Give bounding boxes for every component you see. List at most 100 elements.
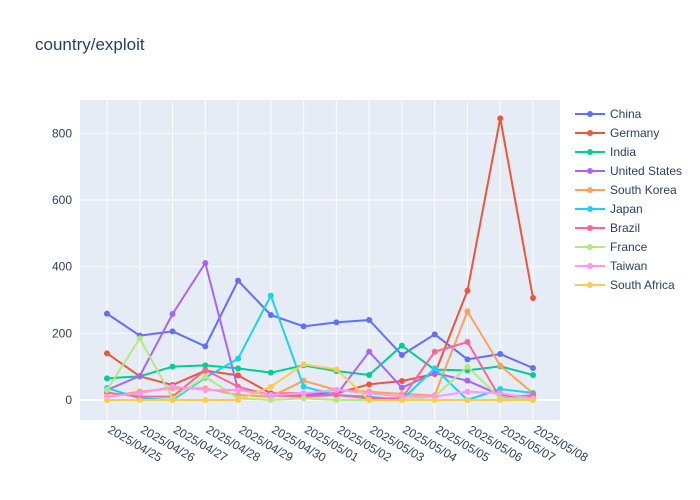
legend-label-japan: Japan (610, 202, 643, 216)
point-taiwan[interactable] (366, 390, 373, 397)
point-brazil[interactable] (431, 348, 438, 355)
point-taiwan[interactable] (464, 388, 471, 395)
point-china[interactable] (104, 310, 110, 317)
point-south-africa[interactable] (464, 397, 471, 403)
legend-item-china[interactable]: China (575, 107, 642, 121)
chart-title: country/exploit (35, 35, 145, 54)
point-south-africa[interactable] (202, 397, 209, 403)
legend-item-japan[interactable]: Japan (575, 202, 643, 216)
point-india[interactable] (235, 365, 242, 372)
point-united-states[interactable] (431, 370, 438, 376)
point-india[interactable] (530, 372, 536, 378)
point-germany[interactable] (366, 381, 373, 388)
point-india[interactable] (267, 369, 274, 376)
point-united-states[interactable] (398, 384, 405, 391)
point-china[interactable] (235, 277, 242, 284)
point-japan[interactable] (497, 386, 504, 392)
point-united-states[interactable] (366, 348, 373, 355)
legend-item-south-korea[interactable]: South Korea (575, 183, 677, 197)
point-india[interactable] (366, 372, 373, 378)
point-taiwan[interactable] (300, 390, 307, 397)
legend-item-taiwan[interactable]: Taiwan (575, 259, 647, 273)
point-france[interactable] (464, 363, 471, 370)
legend-item-germany[interactable]: Germany (575, 126, 659, 140)
series-line-france (106, 337, 533, 401)
point-china[interactable] (398, 352, 405, 358)
point-france[interactable] (333, 397, 340, 403)
point-south-africa[interactable] (333, 366, 340, 373)
point-taiwan[interactable] (267, 392, 274, 398)
point-china[interactable] (267, 312, 274, 318)
point-south-africa[interactable] (398, 397, 405, 403)
series-line-china (106, 279, 534, 369)
point-south-africa[interactable] (169, 397, 176, 403)
point-japan[interactable] (300, 383, 307, 390)
point-china[interactable] (333, 319, 340, 326)
legend-item-united-states[interactable]: United States (575, 164, 682, 178)
point-taiwan[interactable] (202, 387, 209, 393)
point-south-africa[interactable] (497, 397, 504, 403)
point-taiwan[interactable] (333, 387, 340, 393)
point-germany[interactable] (398, 378, 405, 384)
point-china[interactable] (169, 328, 176, 335)
point-china[interactable] (300, 323, 307, 330)
point-south-korea[interactable] (464, 308, 471, 315)
point-taiwan[interactable] (235, 387, 242, 393)
point-india[interactable] (169, 363, 176, 370)
point-south-africa[interactable] (366, 397, 373, 403)
legend-marker-germany (587, 130, 593, 136)
point-south-africa[interactable] (431, 397, 438, 403)
point-china[interactable] (497, 351, 504, 357)
point-india[interactable] (398, 342, 405, 349)
point-south-africa[interactable] (530, 397, 536, 403)
point-france[interactable] (104, 387, 110, 393)
legend-item-south-africa[interactable]: South Africa (575, 278, 675, 292)
point-france[interactable] (202, 373, 209, 380)
series-line-taiwan (106, 385, 534, 400)
point-south-korea[interactable] (497, 362, 504, 369)
point-united-states[interactable] (169, 311, 176, 317)
point-germany[interactable] (235, 372, 242, 379)
point-china[interactable] (366, 317, 373, 323)
point-india[interactable] (202, 362, 209, 369)
point-germany[interactable] (104, 350, 110, 357)
point-taiwan[interactable] (136, 390, 143, 397)
point-india[interactable] (104, 375, 110, 382)
point-south-africa[interactable] (104, 397, 110, 403)
point-taiwan[interactable] (497, 390, 504, 397)
legend-label-india: India (610, 145, 636, 159)
point-south-africa[interactable] (136, 397, 143, 403)
point-united-states[interactable] (464, 377, 471, 384)
point-taiwan[interactable] (169, 383, 176, 390)
series-group (104, 115, 536, 403)
point-france[interactable] (300, 395, 307, 402)
legend-label-france: France (610, 240, 648, 254)
point-brazil[interactable] (464, 339, 471, 345)
point-south-africa[interactable] (300, 361, 307, 368)
point-china[interactable] (431, 331, 438, 338)
point-france[interactable] (267, 397, 274, 403)
point-japan[interactable] (267, 292, 274, 299)
legend-item-brazil[interactable]: Brazil (575, 221, 640, 235)
point-united-states[interactable] (136, 373, 143, 379)
series-south-africa (104, 361, 536, 403)
point-germany[interactable] (530, 295, 536, 301)
point-japan[interactable] (235, 355, 242, 362)
legend-item-france[interactable]: France (575, 240, 648, 254)
point-china[interactable] (464, 356, 471, 363)
point-germany[interactable] (497, 115, 504, 122)
point-brazil[interactable] (202, 367, 209, 373)
point-germany[interactable] (464, 287, 471, 294)
point-china[interactable] (202, 343, 209, 350)
point-france[interactable] (136, 335, 143, 342)
legend-marker-south-korea (587, 187, 593, 193)
point-south-africa[interactable] (235, 397, 242, 403)
legend-marker-india (587, 149, 593, 155)
legend-item-india[interactable]: India (575, 145, 636, 159)
point-china[interactable] (530, 365, 536, 371)
point-brazil[interactable] (333, 392, 340, 398)
point-south-africa[interactable] (267, 383, 274, 390)
point-japan[interactable] (431, 365, 438, 372)
legend[interactable]: China Germany India United States South Kore… (575, 107, 682, 292)
point-united-states[interactable] (202, 260, 209, 266)
